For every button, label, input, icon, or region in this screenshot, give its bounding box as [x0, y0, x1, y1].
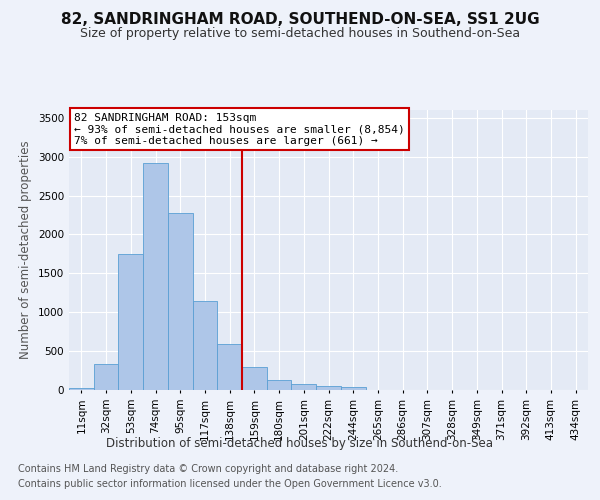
Bar: [168, 212, 193, 390]
Bar: [217, 344, 242, 390]
Text: 82 SANDRINGHAM ROAD: 153sqm
← 93% of semi-detached houses are smaller (8,854)
7%: 82 SANDRINGHAM ROAD: 153sqm ← 93% of sem…: [74, 113, 405, 146]
Bar: [94, 364, 118, 390]
Bar: [118, 254, 143, 390]
Bar: [193, 300, 217, 390]
Y-axis label: Number of semi-detached properties: Number of semi-detached properties: [19, 140, 32, 360]
Text: Contains HM Land Registry data © Crown copyright and database right 2024.: Contains HM Land Registry data © Crown c…: [18, 464, 398, 474]
Text: Distribution of semi-detached houses by size in Southend-on-Sea: Distribution of semi-detached houses by …: [107, 438, 493, 450]
Bar: [143, 163, 168, 390]
Text: Size of property relative to semi-detached houses in Southend-on-Sea: Size of property relative to semi-detach…: [80, 28, 520, 40]
Bar: [267, 380, 292, 390]
Bar: [292, 384, 316, 390]
Bar: [69, 388, 94, 390]
Bar: [341, 387, 365, 390]
Bar: [316, 386, 341, 390]
Text: Contains public sector information licensed under the Open Government Licence v3: Contains public sector information licen…: [18, 479, 442, 489]
Bar: [242, 366, 267, 390]
Text: 82, SANDRINGHAM ROAD, SOUTHEND-ON-SEA, SS1 2UG: 82, SANDRINGHAM ROAD, SOUTHEND-ON-SEA, S…: [61, 12, 539, 28]
